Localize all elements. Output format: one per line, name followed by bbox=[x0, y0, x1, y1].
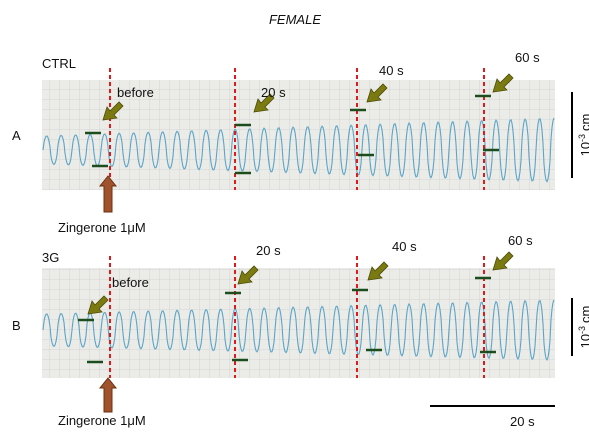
marker-label: 20 s bbox=[256, 243, 281, 258]
marker-label: 60 s bbox=[508, 233, 533, 248]
marker-label: before bbox=[112, 275, 149, 290]
panel-letter: B bbox=[12, 318, 21, 333]
scale-label: 10-3 cm bbox=[577, 306, 589, 349]
stimulus-arrow bbox=[100, 378, 116, 412]
panel-letter: A bbox=[12, 128, 21, 143]
scale-label: 10-3 cm bbox=[577, 114, 589, 157]
marker-label: 40 s bbox=[379, 63, 404, 78]
figure: FEMALE ACTRLbefore20 s40 s60 s10-3cmZing… bbox=[0, 0, 589, 435]
panel-label: 3G bbox=[42, 250, 59, 265]
scale-base: 10 bbox=[578, 142, 589, 156]
title: FEMALE bbox=[269, 12, 321, 27]
scale-base: 10 bbox=[578, 334, 589, 348]
marker-arrow bbox=[493, 252, 513, 270]
scale-exp: -3 bbox=[577, 134, 587, 142]
marker-label: 40 s bbox=[392, 239, 417, 254]
scale-unit: cm bbox=[578, 306, 589, 323]
marker-label: 60 s bbox=[515, 50, 540, 65]
scale-unit: cm bbox=[578, 114, 589, 131]
panel-label: CTRL bbox=[42, 56, 76, 71]
marker-label: before bbox=[117, 85, 154, 100]
time-scale-label: 20 s bbox=[510, 414, 535, 429]
marker-label: 20 s bbox=[261, 85, 286, 100]
stimulus-label: Zingerone 1μM bbox=[58, 413, 146, 428]
stimulus-label: Zingerone 1μM bbox=[58, 220, 146, 235]
scale-exp: -3 bbox=[577, 326, 587, 334]
